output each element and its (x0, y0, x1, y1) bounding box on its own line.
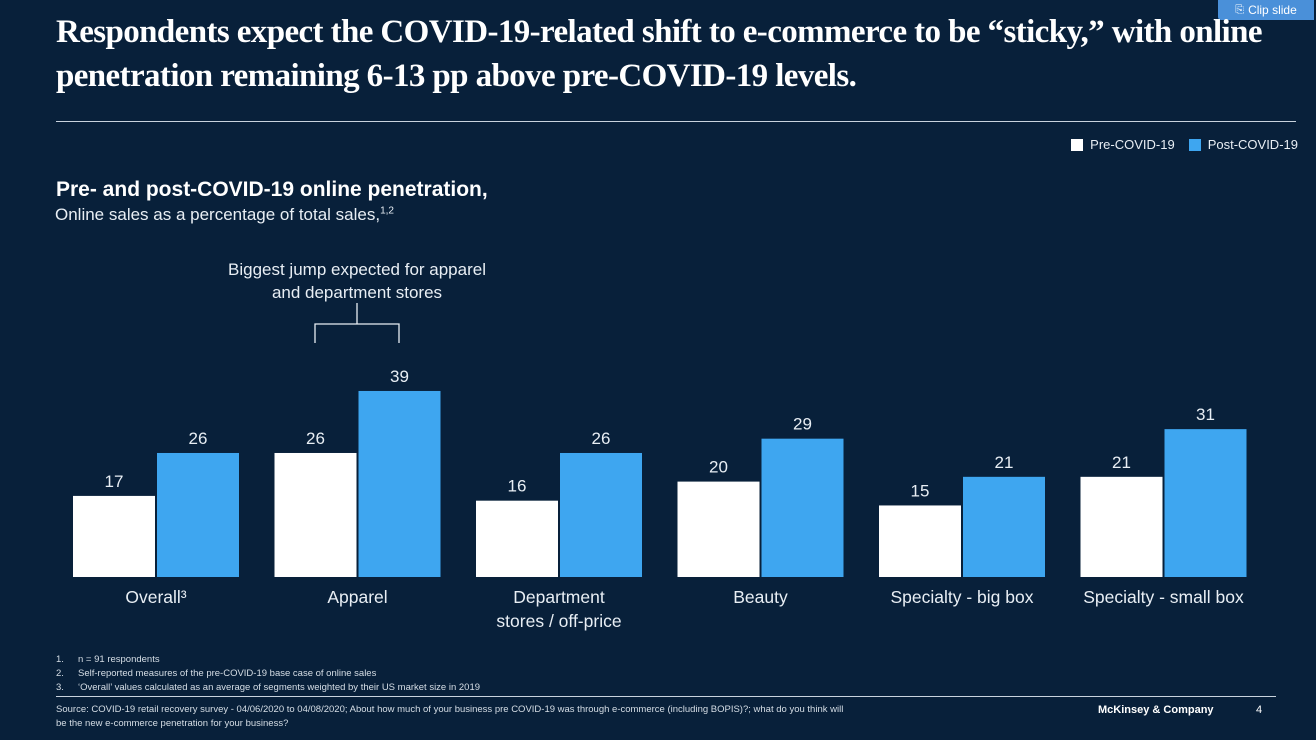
bar-pre-5 (1080, 476, 1163, 577)
category-label-3: Beauty (733, 587, 788, 607)
data-label-pre-4: 15 (911, 481, 930, 500)
slide-headline: Respondents expect the COVID-19-related … (56, 14, 1263, 94)
clip-slide-label: Clip slide (1248, 3, 1297, 17)
data-label-pre-5: 21 (1112, 453, 1131, 472)
data-label-post-3: 29 (793, 415, 812, 434)
chart-title: Pre- and post-COVID-19 online penetratio… (56, 178, 488, 201)
legend-label-pre: Pre-COVID-19 (1090, 137, 1175, 152)
data-label-post-4: 21 (995, 453, 1014, 472)
category-label-2-line-1: stores / off-price (496, 611, 621, 631)
data-label-pre-3: 20 (709, 458, 728, 477)
chart-subtitle-footnote: 1,2 (380, 205, 394, 217)
header-divider (56, 121, 1296, 122)
bar-post-4 (963, 476, 1045, 577)
bar-pre-0 (73, 495, 155, 577)
data-label-pre-2: 16 (508, 477, 527, 496)
category-label-4: Specialty - big box (891, 587, 1034, 607)
bar-post-3 (761, 438, 844, 577)
data-label-post-5: 31 (1196, 405, 1215, 424)
bar-pre-4 (879, 505, 961, 577)
legend-item-post: Post-COVID-19 (1188, 137, 1298, 152)
bar-pre-3 (677, 481, 760, 577)
clip-slide-button[interactable]: ⎘ Clip slide (1218, 0, 1314, 20)
footnote-1: 1. n = 91 respondents (56, 654, 160, 665)
bar-post-5 (1164, 429, 1247, 577)
bar-post-0 (157, 452, 239, 577)
chart-subtitle: Online sales as a percentage of total sa… (55, 205, 394, 225)
legend-swatch-post (1188, 138, 1201, 151)
legend-item-pre: Pre-COVID-19 (1071, 137, 1175, 152)
category-label-1: Apparel (327, 587, 387, 607)
chart-annotation: Biggest jump expected for apparel and de… (228, 260, 486, 302)
annotation-bracket (314, 303, 400, 343)
category-label-5: Specialty - small box (1083, 587, 1244, 607)
data-label-post-0: 26 (189, 429, 208, 448)
page-number: 4 (1256, 704, 1263, 716)
category-label-0: Overall³ (125, 587, 186, 607)
chart-legend: Pre-COVID-19 Post-COVID-19 (1071, 137, 1298, 152)
source-note: Source: COVID-19 retail recovery survey … (56, 704, 844, 729)
bar-post-1 (358, 390, 441, 577)
category-label-2-line-0: Department (513, 587, 605, 607)
footer-divider (56, 696, 1276, 697)
brand-name: McKinsey & Company (1098, 704, 1214, 716)
bar-pre-2 (476, 500, 558, 577)
bar-post-2 (560, 452, 642, 577)
legend-label-post: Post-COVID-19 (1207, 137, 1298, 152)
footnotes: 1. n = 91 respondents 2. Self-reported mea… (56, 653, 480, 695)
bar-chart: 17 26 Overall³ 26 39 Apparel 16 26 Department sto… (73, 303, 1247, 631)
footnote-2: 2. Self-reported measures of the pre-COVI… (56, 668, 377, 679)
data-label-pre-0: 17 (105, 472, 124, 491)
data-label-pre-1: 26 (306, 429, 325, 448)
clip-icon: ⎘ (1235, 3, 1245, 16)
data-label-post-2: 26 (592, 429, 611, 448)
legend-swatch-pre (1071, 138, 1084, 151)
chart-subtitle-text: Online sales as a percentage of total sa… (55, 205, 381, 224)
data-label-post-1: 39 (390, 367, 409, 386)
footnote-3: 3. ‘Overall’ values calculated as an aver… (56, 682, 481, 693)
bar-pre-1 (274, 452, 357, 577)
